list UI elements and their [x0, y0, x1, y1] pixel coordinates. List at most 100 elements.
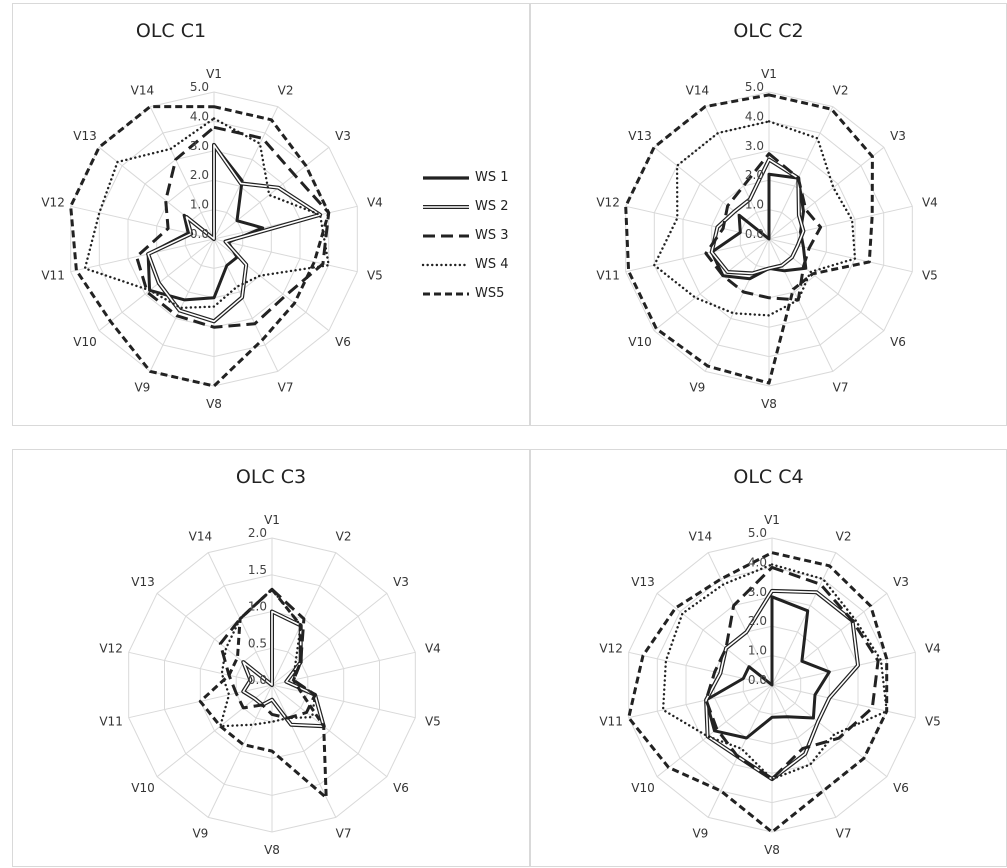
axis-label: V4 — [925, 641, 941, 655]
chart-panel-c3: OLC C3 0.0 0.5 1.0 1.5 2.0 V1 V2 V3 V4 V5 V6 V7 V8 V9… — [12, 449, 530, 867]
axis-label: V7 — [278, 381, 294, 395]
series-line-inner — [147, 144, 321, 323]
axis-label: V8 — [206, 397, 222, 411]
tick-label: 4.0 — [190, 109, 209, 123]
legend-label: WS5 — [475, 286, 505, 301]
grid-spoke — [213, 238, 330, 332]
series-line-ws4 — [219, 588, 317, 728]
chart-title: OLC C2 — [733, 20, 804, 42]
axis-label: V2 — [833, 83, 849, 97]
tick-label: 3.0 — [190, 139, 209, 153]
axis-label: V10 — [628, 335, 651, 349]
legend-item-ws3: WS 3 — [421, 225, 541, 254]
tick-label: 4.0 — [745, 109, 764, 123]
series-line-ws4 — [83, 117, 330, 310]
series-line-ws3 — [704, 565, 880, 781]
series-line-ws5 — [69, 105, 331, 388]
tick-label: 1.0 — [248, 600, 267, 614]
axis-label: V14 — [689, 529, 712, 543]
grid-spoke — [213, 238, 358, 273]
axis-label: V6 — [890, 335, 906, 349]
grid-spoke — [707, 552, 773, 686]
grid-spoke — [628, 684, 773, 719]
grid-spoke — [213, 146, 330, 240]
series-line-inner — [710, 158, 805, 275]
axis-label: V1 — [264, 513, 280, 527]
axis-label: V4 — [922, 195, 938, 209]
grid-spoke — [213, 238, 279, 372]
axis-label: V6 — [335, 335, 351, 349]
grid-spoke — [271, 684, 416, 719]
grid-spoke — [213, 106, 279, 240]
grid-spoke — [271, 592, 388, 686]
axis-label: V2 — [836, 529, 852, 543]
axis-label: V1 — [761, 67, 777, 81]
chart-panel-c1: OLC C1 0.0 1.0 2.0 3.0 4.0 5.0 V1 V2 V3 V4 V5 V6 V7 V… — [12, 3, 530, 426]
grid-spoke — [771, 684, 888, 778]
tick-label: 2.0 — [745, 168, 764, 182]
axis-label: V9 — [134, 381, 150, 395]
axis-label: V6 — [393, 781, 409, 795]
tick-label: 5.0 — [745, 80, 764, 94]
tick-label: 1.0 — [190, 198, 209, 212]
axis-label: V11 — [596, 269, 619, 283]
grid-spoke — [768, 106, 834, 240]
grid-spoke — [768, 146, 885, 240]
grid-spoke — [771, 552, 837, 686]
tick-label: 0.0 — [248, 673, 267, 687]
grid-spoke — [156, 684, 273, 778]
chart-panel-c4: OLC C4 0.0 1.0 2.0 3.0 4.0 5.0 V1 V2 V3 V4 V5 V6 V7 V… — [530, 449, 1007, 867]
axis-label: V5 — [925, 715, 941, 729]
axis-label: V4 — [425, 641, 441, 655]
axis-label: V10 — [73, 335, 96, 349]
tick-label: 3.0 — [748, 585, 767, 599]
grid-spoke — [98, 238, 215, 332]
axis-label: V6 — [893, 781, 909, 795]
legend-label: WS 2 — [475, 199, 509, 214]
series-line-inner — [242, 610, 325, 728]
grid-spoke — [70, 238, 215, 273]
axis-label: V13 — [631, 575, 654, 589]
legend-item-ws1: WS 1 — [421, 167, 541, 196]
axis-label: V9 — [192, 827, 208, 841]
axis-label: V7 — [836, 827, 852, 841]
series-line-ws4 — [653, 120, 857, 317]
series-line-ws1 — [704, 595, 831, 740]
legend-label: WS 3 — [475, 228, 509, 243]
legend-swatch — [423, 176, 469, 180]
grid-spoke — [768, 238, 913, 273]
grid-spoke — [149, 106, 215, 240]
axis-label: V13 — [73, 129, 96, 143]
tick-label: 1.0 — [745, 198, 764, 212]
axis-label: V11 — [99, 715, 122, 729]
tick-label: 5.0 — [748, 526, 767, 540]
axis-label: V4 — [367, 195, 383, 209]
grid-spoke — [625, 238, 770, 273]
axis-label: V1 — [206, 67, 222, 81]
legend-swatch — [423, 292, 469, 296]
axis-label: V2 — [336, 529, 352, 543]
series-line-inner — [705, 590, 859, 780]
tick-label: 2.0 — [190, 168, 209, 182]
axis-label: V5 — [367, 269, 383, 283]
axis-label: V12 — [596, 195, 619, 209]
axis-label: V3 — [893, 575, 909, 589]
grid-spoke — [768, 205, 913, 240]
axis-label: V14 — [189, 529, 212, 543]
grid-spoke — [771, 684, 837, 818]
tick-label: 0.0 — [745, 227, 764, 241]
grid-spoke — [271, 684, 337, 818]
axis-label: V5 — [425, 715, 441, 729]
grid-spoke — [771, 651, 916, 686]
axis-label: V3 — [335, 129, 351, 143]
grid-spoke — [149, 238, 215, 372]
legend-swatch — [423, 234, 469, 238]
tick-label: 0.0 — [748, 673, 767, 687]
axis-label: V1 — [764, 513, 780, 527]
tick-label: 5.0 — [190, 80, 209, 94]
grid-spoke — [271, 651, 416, 686]
axis-label: V12 — [599, 641, 622, 655]
chart-title: OLC C4 — [733, 466, 804, 488]
tick-label: 4.0 — [748, 555, 767, 569]
tick-label: 3.0 — [745, 139, 764, 153]
